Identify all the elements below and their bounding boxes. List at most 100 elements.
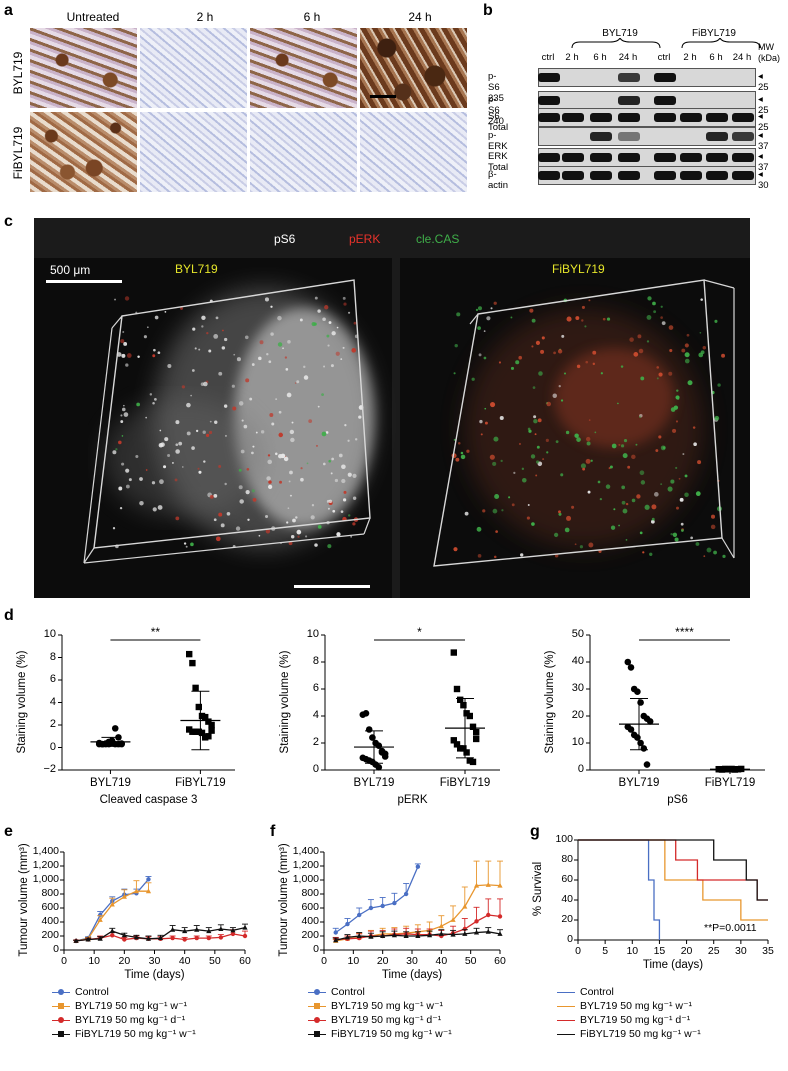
signal-dot [167,454,171,458]
signal-dot [185,545,188,548]
y-tick-label: 1,000 [32,873,59,885]
wb-band [706,132,728,141]
signal-dot [658,435,662,439]
data-point [344,934,351,940]
signal-dot [163,465,167,469]
signal-dot [613,508,616,511]
signal-dot [537,418,542,423]
signal-dot [471,377,475,381]
x-tick-label: 20 [680,945,693,957]
signal-dot [139,500,144,506]
data-point [206,928,212,934]
signal-dot [115,448,118,451]
signal-dot [622,453,628,459]
signal-dot [633,352,639,357]
signal-dot [340,358,343,360]
data-point [375,764,383,771]
signal-dot [611,443,617,449]
signal-dot [484,421,488,425]
signal-dot [521,477,527,483]
wb-lane-label: 24 h [732,52,752,63]
wb-blot-strip [538,148,756,167]
signal-dot [209,494,214,499]
y-tick-label: 1,400 [32,845,59,857]
signal-dot [252,497,257,502]
signal-dot [328,321,332,324]
signal-dot [321,393,324,397]
signal-dot [531,345,534,348]
wb-band [590,153,612,162]
data-point [450,649,457,656]
signal-dot [310,515,315,520]
signal-dot [347,514,351,517]
signal-dot [118,440,122,445]
signal-dot [618,524,620,527]
data-point [121,894,127,899]
series-line [578,839,768,901]
volume-title-right: FiBYL719 [552,262,605,276]
signal-dot [220,523,225,528]
data-point [368,905,374,911]
signal-dot [244,335,249,340]
signal-dot [658,372,663,377]
legend-item: FiBYL719 50 mg kg⁻¹ w⁻¹ [557,1027,701,1041]
signal-dot [114,298,116,301]
legend-swatch [557,1019,575,1021]
data-point [365,726,373,733]
signal-dot [494,494,500,500]
signal-dot [495,530,498,533]
signal-dot [639,416,641,418]
signal-dot [697,460,702,465]
signal-dot [646,340,650,343]
signal-dot [477,554,482,558]
legend-swatch [52,1030,70,1037]
signal-dot [300,467,303,470]
signal-dot [557,349,563,354]
x-tick-label: BYL719 [618,777,660,789]
data-point [368,933,374,939]
signal-dot [529,308,534,313]
signal-dot [358,415,362,419]
data-point [230,931,236,937]
signal-dot [206,332,209,335]
perk-signal-right [464,308,704,548]
legend-swatch [52,1002,70,1009]
y-tick-label: 600 [41,901,59,913]
y-tick-label: 2 [312,736,319,748]
y-tick-label: 800 [301,887,319,899]
wb-band [654,73,676,82]
wb-lane-label: 2 h [683,52,697,63]
signal-dot [661,321,666,326]
wb-band [680,113,702,122]
signal-dot [160,442,165,447]
signal-dot [692,426,696,429]
x-axis-label: pERK [397,794,428,806]
data-point [333,937,339,943]
signal-dot [584,325,587,328]
signal-dot [534,433,537,436]
legend-marker [314,1002,320,1009]
signal-dot [270,332,274,336]
signal-dot [340,510,344,513]
legend-marker [314,988,320,995]
y-tick-label: 6 [49,673,56,685]
wb-group-fibyl719: FiBYL719 [692,28,736,39]
signal-dot [123,404,125,407]
signal-dot [335,351,340,356]
wb-band [654,96,676,105]
x-tick-label: 10 [626,945,639,957]
signal-dot [518,442,522,446]
signal-dot [460,454,466,460]
x-tick-label: 60 [239,955,251,967]
significance-stars: ** [150,625,161,639]
signal-dot [266,476,271,481]
signal-dot [713,550,717,555]
legend-item: Control [52,985,196,999]
wb-row-label: p-S6 240 [488,94,504,127]
x-tick-label: 40 [178,955,191,967]
data-point [380,903,385,909]
data-point [205,733,212,740]
signal-dot [308,419,313,423]
data-point [627,726,635,733]
panel-label-d: d [4,607,14,624]
